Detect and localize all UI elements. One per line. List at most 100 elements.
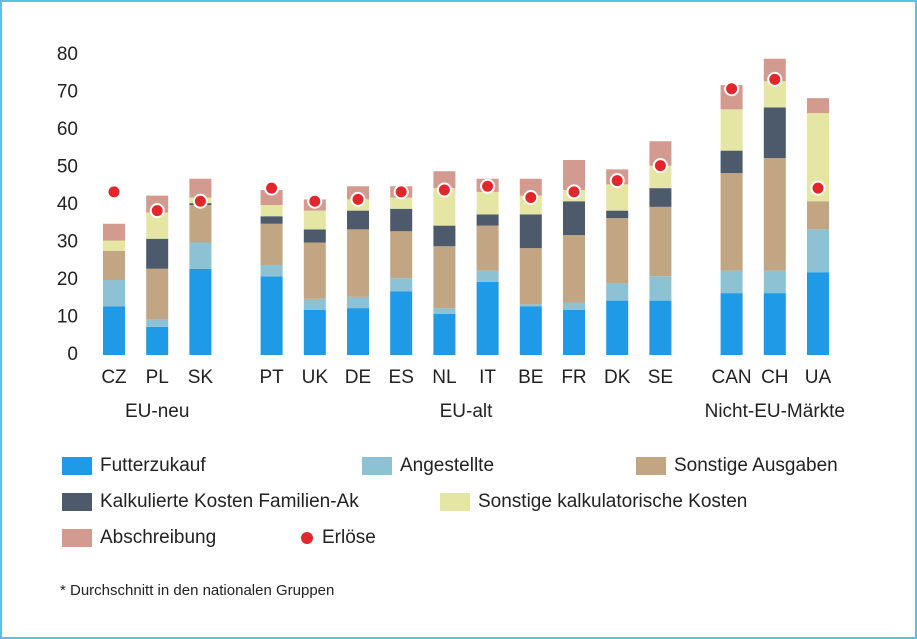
group-label: EU-alt <box>440 401 494 422</box>
bar-segment <box>189 242 212 269</box>
bar-segment <box>390 291 413 355</box>
x-tick-label: CAN <box>712 367 752 388</box>
bar-segment <box>720 270 743 294</box>
bar-segment <box>189 178 212 198</box>
bar-segment <box>433 188 456 226</box>
y-tick-label: 70 <box>57 82 78 103</box>
bar-segment <box>606 218 629 284</box>
bar-segment <box>103 223 125 241</box>
bar-segment <box>146 212 169 239</box>
bar-segment <box>563 302 585 310</box>
bar-segment <box>347 210 369 230</box>
bar-segment <box>763 293 786 355</box>
legend-marker <box>301 532 313 544</box>
y-tick-label: 50 <box>57 157 78 178</box>
bar-segment <box>347 308 369 355</box>
legend-marker <box>62 493 92 511</box>
bar-segment <box>303 210 326 230</box>
bar-segment <box>146 319 169 327</box>
bar-segment <box>433 246 456 309</box>
bar-segment <box>103 306 125 355</box>
bar-segment <box>720 109 743 151</box>
x-tick-label: SK <box>188 367 214 388</box>
bar-segment <box>649 206 672 277</box>
bar-segment <box>260 190 283 205</box>
bar-segment <box>433 225 456 247</box>
x-tick-label: NL <box>432 367 456 388</box>
bar-segment <box>807 229 829 273</box>
legend-label: Sonstige Ausgaben <box>674 455 838 476</box>
revenue-dot <box>480 178 496 194</box>
bar-segment <box>260 276 283 355</box>
bar-segment <box>103 280 125 307</box>
bar-segment <box>390 231 413 279</box>
revenue-dot <box>724 81 740 97</box>
bar-segment <box>519 214 542 249</box>
bar-segment <box>807 113 829 202</box>
bar-segment <box>476 281 499 355</box>
bar-segment <box>606 184 629 211</box>
group-label: Nicht-EU-Märkte <box>705 401 845 422</box>
bar-segment <box>720 150 743 174</box>
revenue-dot <box>393 184 409 200</box>
bar-segment <box>476 270 499 282</box>
bar-segment <box>763 158 786 271</box>
bar-segment <box>260 205 283 217</box>
bar-segment <box>433 308 456 314</box>
legend-marker <box>62 457 92 475</box>
bar-segment <box>519 304 542 307</box>
legend-label: Abschreibung <box>100 527 216 548</box>
legend-label: Angestellte <box>400 455 494 476</box>
bar-segment <box>303 310 326 355</box>
revenue-dot <box>192 193 208 209</box>
bar-segment <box>476 214 499 226</box>
legend-label: Erlöse <box>322 527 376 548</box>
revenue-dot <box>523 190 539 205</box>
x-tick-label: BE <box>518 367 543 388</box>
x-tick-label: IT <box>479 367 496 388</box>
bar-segment <box>763 107 786 159</box>
bar-segment <box>519 306 542 355</box>
bar-segment <box>260 265 283 277</box>
bar-segment <box>649 300 672 355</box>
bar-segment <box>606 300 629 355</box>
y-tick-label: 30 <box>57 232 78 253</box>
legend-marker <box>440 493 470 511</box>
y-tick-label: 10 <box>57 307 78 328</box>
x-tick-label: FR <box>561 367 586 388</box>
revenue-dot <box>566 184 582 200</box>
bar-segment <box>763 270 786 294</box>
bar-segment <box>763 81 786 108</box>
legend-marker <box>362 457 392 475</box>
bar-segment <box>433 171 456 189</box>
bar-segment <box>260 216 283 224</box>
x-tick-label: SE <box>648 367 673 388</box>
y-tick-label: 20 <box>57 269 78 290</box>
x-tick-label: DE <box>345 367 371 388</box>
y-tick-label: 0 <box>67 344 78 365</box>
x-tick-label: CZ <box>101 367 127 388</box>
x-tick-label: UA <box>805 367 832 388</box>
bar-segment <box>347 229 369 297</box>
bar-segment <box>146 238 169 269</box>
bar-segment <box>807 201 829 230</box>
bar-segment <box>303 229 326 243</box>
bar-segment <box>563 235 585 303</box>
bar-segment <box>390 278 413 292</box>
revenue-dot <box>767 71 783 87</box>
bar-segment <box>649 165 672 189</box>
x-tick-label: PL <box>146 367 169 388</box>
x-tick-label: CH <box>761 367 788 388</box>
bar-segment <box>260 223 283 265</box>
y-tick-label: 40 <box>57 194 78 215</box>
bar-segment <box>433 313 456 355</box>
revenue-dot <box>350 191 366 207</box>
bar-segment <box>390 208 413 232</box>
bar-segment <box>189 205 212 243</box>
bar-segment <box>563 310 585 355</box>
legend-label: Kalkulierte Kosten Familien-Ak <box>100 491 359 512</box>
bar-segment <box>476 225 499 271</box>
bar-segment <box>146 268 169 320</box>
bar-segment <box>807 98 829 114</box>
bar-segment <box>303 242 326 299</box>
